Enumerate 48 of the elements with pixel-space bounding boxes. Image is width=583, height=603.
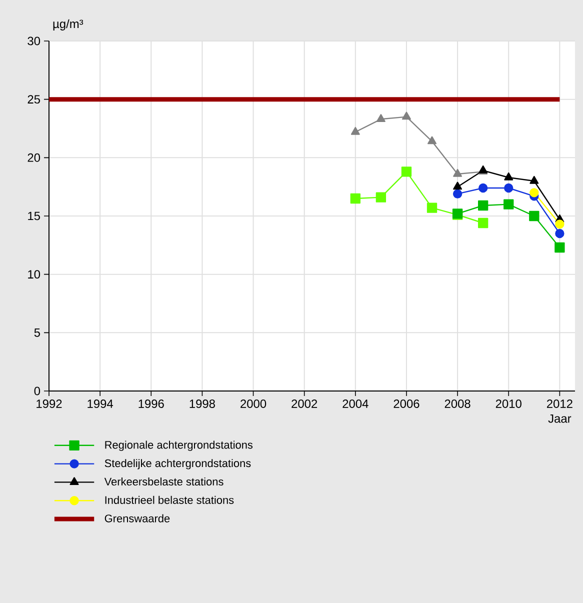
point <box>350 126 360 135</box>
y-tick-label: 30 <box>28 36 40 46</box>
point <box>555 228 564 238</box>
x-tick-label: 2000 <box>240 400 266 408</box>
x-tick-label: 2006 <box>394 400 420 408</box>
x-tick-label: 1992 <box>36 400 62 408</box>
y-tick-label: 25 <box>28 95 40 104</box>
x-tick-label: 2008 <box>444 400 470 408</box>
point <box>426 202 438 213</box>
y-tick-label: 20 <box>28 153 40 162</box>
point <box>401 166 412 177</box>
legend-label: Grenswaarde <box>104 514 170 522</box>
x-axis-title: Jaar <box>548 414 572 423</box>
point <box>350 193 360 204</box>
legend-label: Industrieel belaste stations <box>105 496 234 504</box>
point <box>554 242 565 253</box>
y-tick-label: 10 <box>28 270 40 279</box>
point <box>376 192 386 202</box>
point <box>402 112 411 120</box>
point <box>428 136 436 144</box>
point <box>504 172 514 180</box>
point <box>478 183 488 193</box>
point <box>504 183 514 193</box>
point <box>478 200 488 211</box>
y-tick-label: 15 <box>28 212 40 220</box>
point <box>453 182 462 190</box>
point <box>478 218 488 228</box>
legend-label: Verkeersbelaste stations <box>104 477 224 486</box>
x-tick-label: 1994 <box>88 400 114 408</box>
point <box>555 220 564 229</box>
x-tick-label: 2004 <box>342 400 368 408</box>
point <box>530 176 539 184</box>
point <box>504 199 514 210</box>
x-tick-label: 2002 <box>292 400 318 408</box>
y-tick-label: 0 <box>34 386 40 396</box>
point <box>453 168 462 177</box>
x-tick-label: 2010 <box>496 400 522 408</box>
y-tick-label: 5 <box>34 328 40 337</box>
legend-label: Stedelijke achtergrondstations <box>104 459 251 470</box>
x-tick-label: 1996 <box>138 400 164 408</box>
point <box>530 188 539 198</box>
point <box>452 189 462 198</box>
point <box>376 114 386 122</box>
y-axis-title: µg/m³ <box>53 19 84 30</box>
point <box>529 210 540 222</box>
x-tick-label: 1998 <box>190 400 215 408</box>
legend-label: Regionale achtergrondstations <box>105 440 253 451</box>
x-tick-label: 2012 <box>546 400 572 408</box>
